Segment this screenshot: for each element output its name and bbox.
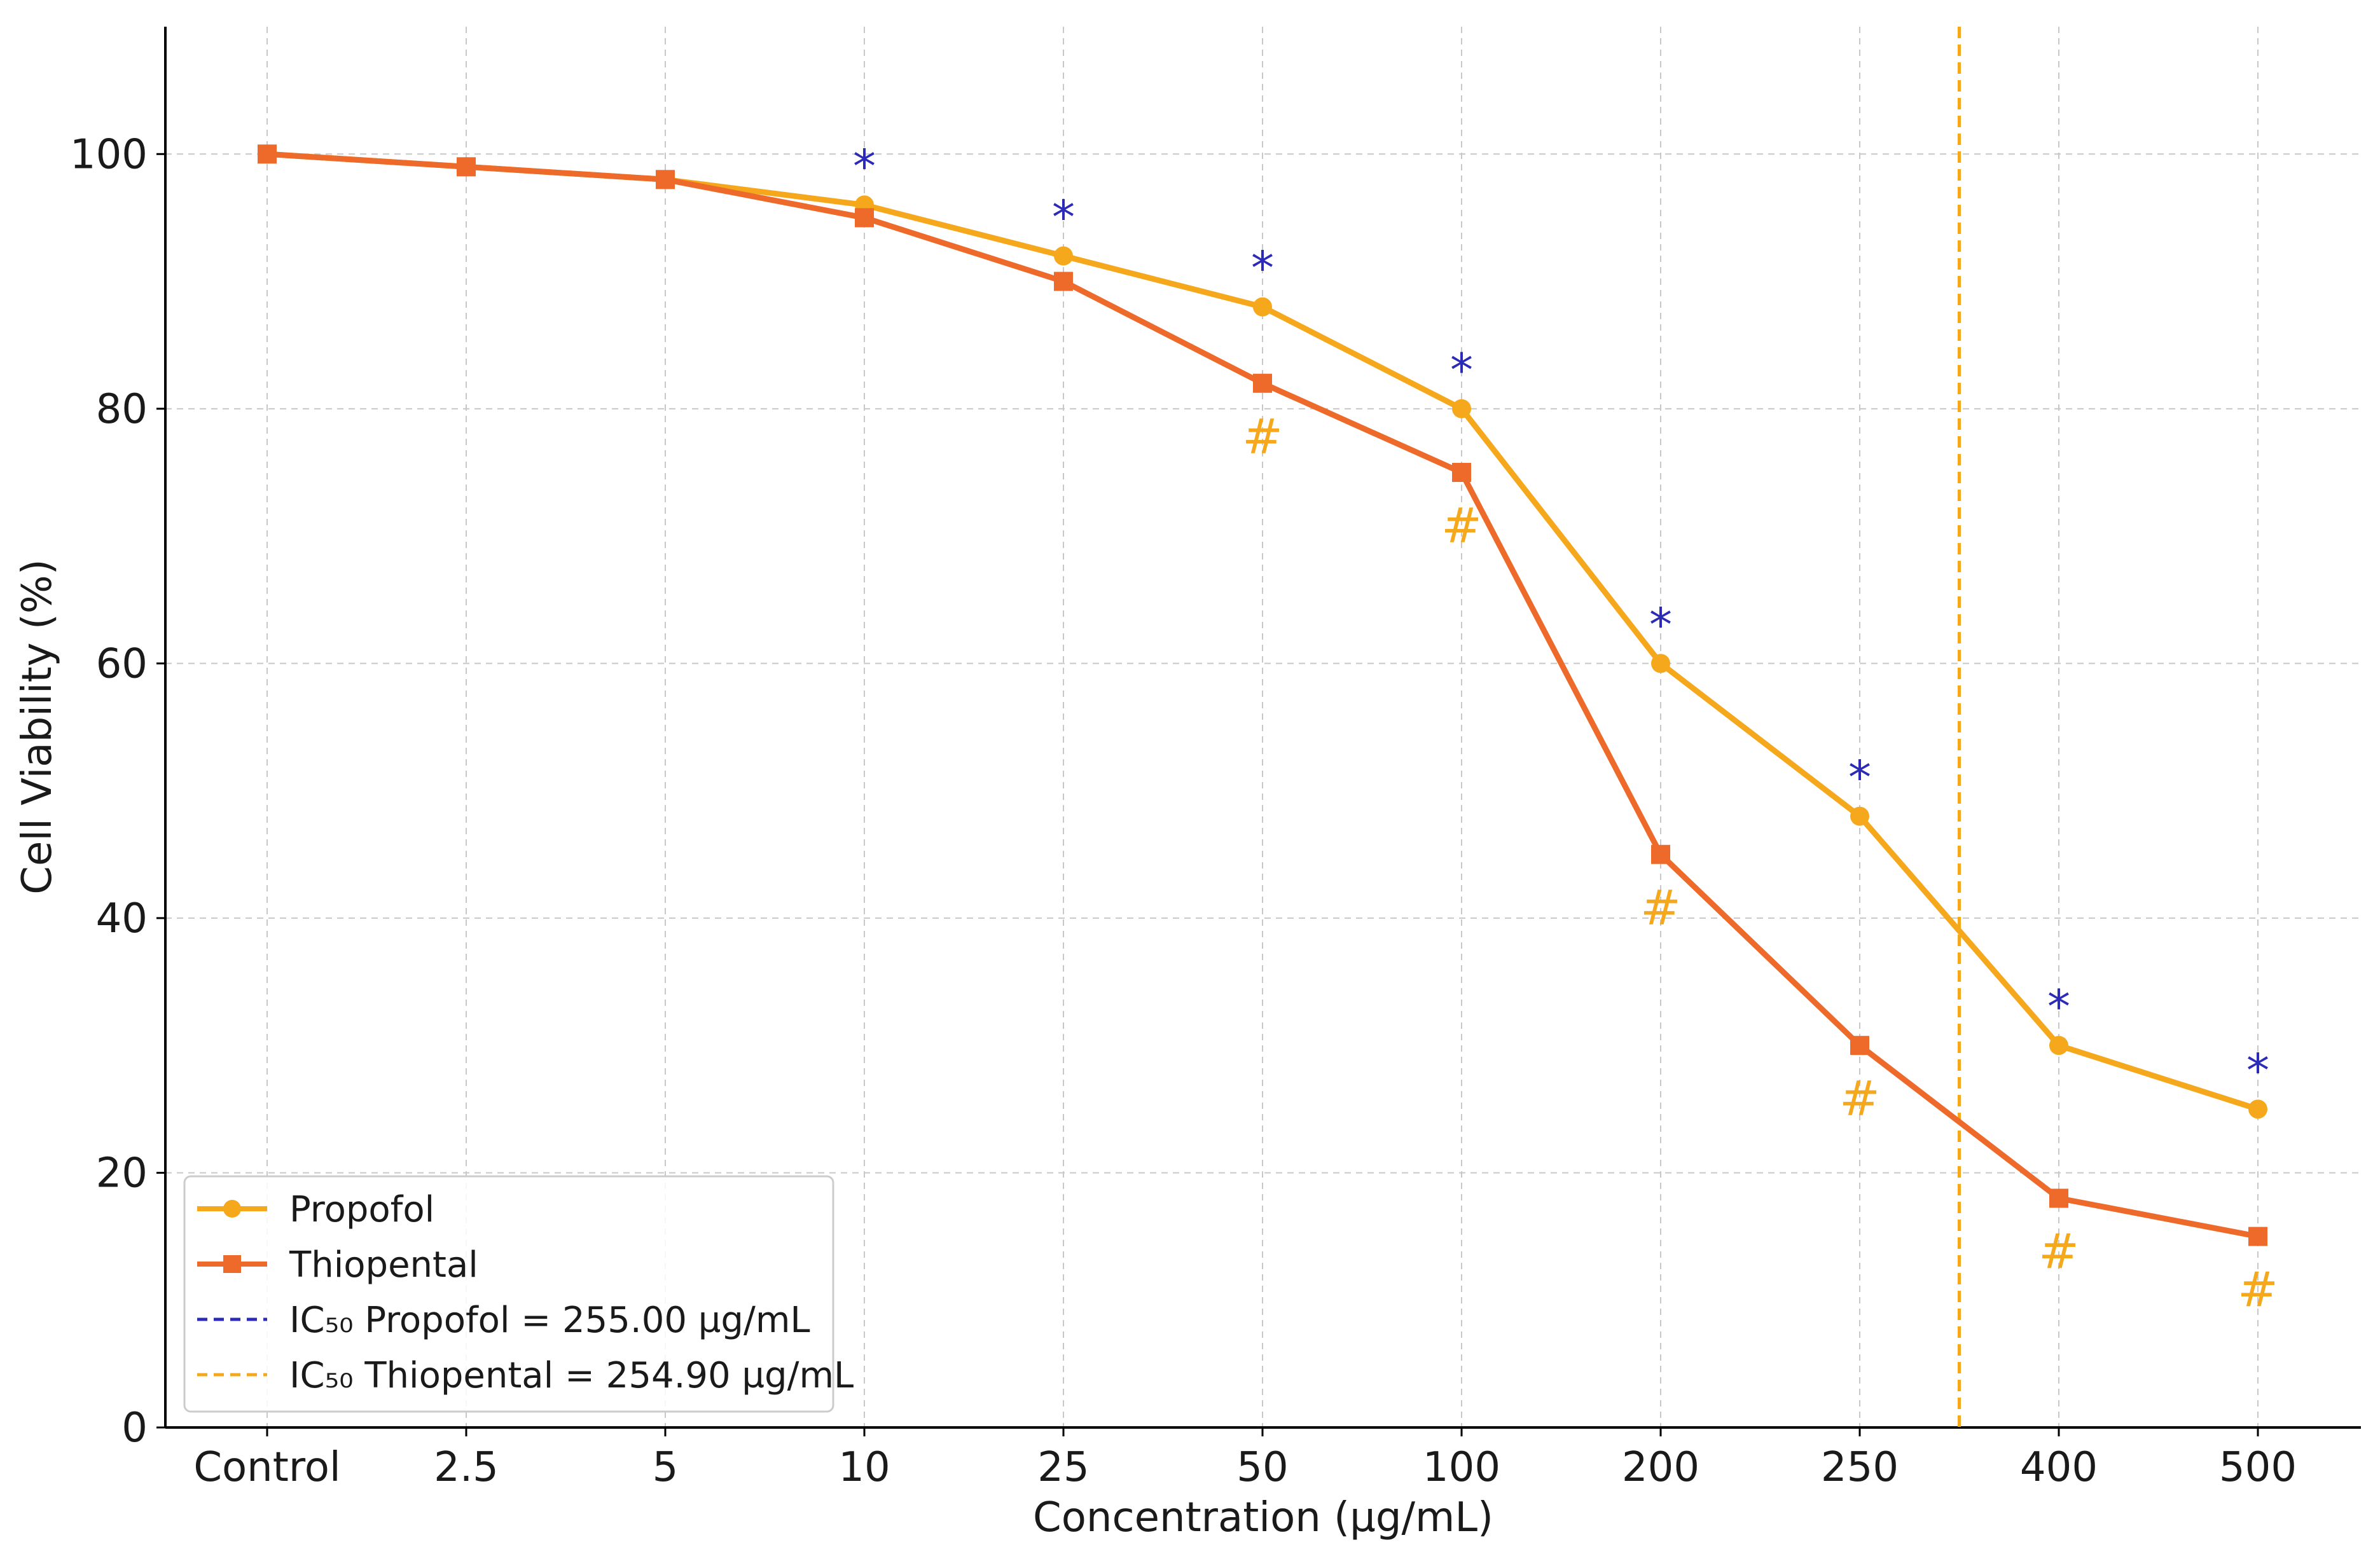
- tick-labels: 0 20 40 60 80 100 Control 2.5 5 10 25 50 100 200 250 40…: [70, 131, 2297, 1491]
- data-point-thiopental: [258, 144, 277, 164]
- significance-star: *: [1450, 343, 1473, 397]
- data-point-thiopental: [2049, 1188, 2068, 1208]
- data-point-propofol: [2248, 1099, 2267, 1119]
- significance-star: *: [1848, 751, 1871, 804]
- x-tick-label: 10: [838, 1444, 890, 1491]
- data-point-thiopental: [1850, 1036, 1869, 1056]
- data-point-propofol: [2049, 1036, 2068, 1056]
- significance-annotations: * * * * * * * * # # # # # #: [853, 139, 2278, 1317]
- data-point-propofol: [1054, 246, 1073, 266]
- legend-item-ic50-thiopental: IC₅₀ Thiopental = 254.90 µg/mL: [197, 1355, 854, 1396]
- significance-hash: #: [2238, 1262, 2278, 1318]
- data-point-thiopental: [855, 208, 874, 228]
- x-tick-label: 250: [1821, 1444, 1899, 1491]
- x-tick-label: 50: [1236, 1444, 1288, 1491]
- data-point-thiopental: [1651, 844, 1670, 864]
- y-axis-title: Cell Viability (%): [14, 559, 61, 894]
- significance-hash: #: [2038, 1223, 2079, 1280]
- data-point-thiopental: [1054, 272, 1073, 291]
- data-point-thiopental: [656, 170, 675, 189]
- significance-hash: #: [1640, 879, 1681, 936]
- legend-item-ic50-propofol: IC₅₀ Propofol = 255.00 µg/mL: [197, 1300, 810, 1341]
- data-point-propofol: [1850, 806, 1869, 826]
- legend: Propofol Thiopental IC₅₀ Propofol = 255.…: [183, 1175, 854, 1413]
- significance-star: *: [2047, 980, 2070, 1033]
- y-tick-label: 20: [96, 1150, 148, 1197]
- significance-star: *: [2246, 1043, 2269, 1097]
- y-tick-label: 0: [121, 1405, 148, 1452]
- data-point-propofol: [1452, 399, 1471, 418]
- legend-label-ic50-propofol: IC₅₀ Propofol = 255.00 µg/mL: [289, 1300, 810, 1341]
- x-tick-label: 500: [2219, 1444, 2297, 1491]
- significance-hash: #: [1441, 497, 1482, 554]
- y-tick-label: 60: [96, 640, 148, 687]
- significance-star: *: [1251, 242, 1274, 295]
- series: [258, 144, 2267, 1246]
- legend-label-ic50-thiopental: IC₅₀ Thiopental = 254.90 µg/mL: [289, 1355, 854, 1396]
- significance-star: *: [1052, 190, 1075, 244]
- significance-star: *: [853, 139, 876, 193]
- significance-hash: #: [1242, 408, 1283, 465]
- legend-item-propofol: Propofol: [197, 1189, 434, 1230]
- grid: [165, 27, 2361, 1427]
- x-tick-label: 5: [653, 1444, 679, 1491]
- y-tick-label: 80: [96, 386, 148, 433]
- legend-label-propofol: Propofol: [289, 1189, 434, 1230]
- x-tick-label: 2.5: [434, 1444, 499, 1491]
- data-point-propofol: [1651, 654, 1670, 673]
- legend-box: [183, 1175, 834, 1413]
- x-tick-label: 25: [1037, 1444, 1089, 1491]
- data-point-thiopental: [1253, 373, 1272, 393]
- x-tick-label: Control: [193, 1444, 340, 1491]
- x-axis-title: Concentration (µg/mL): [1033, 1494, 1493, 1541]
- x-tick-label: 100: [1423, 1444, 1500, 1491]
- data-point-thiopental: [1452, 462, 1471, 482]
- data-point-propofol: [1253, 297, 1272, 317]
- legend-label-thiopental: Thiopental: [289, 1244, 478, 1286]
- significance-star: *: [1649, 598, 1672, 651]
- x-tick-label: 200: [1622, 1444, 1699, 1491]
- data-point-thiopental: [457, 157, 476, 177]
- legend-item-thiopental: Thiopental: [197, 1244, 478, 1286]
- x-tick-label: 400: [2020, 1444, 2098, 1491]
- legend-marker-propofol: [223, 1200, 241, 1218]
- data-point-thiopental: [2248, 1227, 2267, 1246]
- legend-marker-thiopental: [223, 1255, 241, 1273]
- y-tick-label: 100: [70, 131, 148, 178]
- significance-hash: #: [1839, 1070, 1880, 1127]
- y-tick-label: 40: [96, 895, 148, 942]
